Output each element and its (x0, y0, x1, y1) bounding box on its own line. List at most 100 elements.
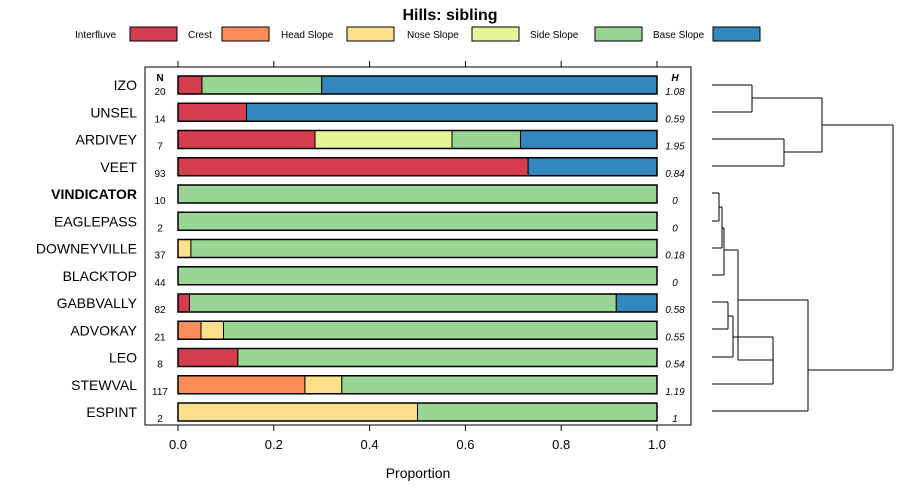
bar-segment-9-2 (200, 320, 225, 340)
bar-outline-6 (177, 238, 658, 259)
legend-label-4: Side Slope (530, 30, 579, 41)
bar-outline-0 (177, 75, 658, 95)
bar-segment-0-0 (177, 75, 203, 95)
legend-swatch-1 (221, 26, 270, 42)
x-tick-label-5: 1.0 (648, 437, 666, 452)
h-value-10: 0.54 (665, 360, 685, 371)
n-value-9: 21 (154, 332, 166, 343)
bar-segment-6-2 (177, 239, 192, 258)
n-value-2: 7 (157, 142, 163, 153)
legend-swatch-2 (346, 26, 395, 42)
h-value-9: 0.55 (665, 332, 685, 343)
bar-segment-9-4 (223, 320, 658, 340)
h-value-12: 1 (672, 414, 678, 425)
legend-label-1: Crest (188, 30, 212, 41)
legend-label-2: Head Slope (281, 30, 334, 41)
bar-outline-10 (177, 347, 658, 368)
bar-segment-1-5 (245, 102, 658, 122)
bar-segment-2-5 (519, 130, 658, 149)
legend-swatch-4 (594, 26, 643, 42)
bar-segment-0-5 (321, 75, 658, 95)
h-value-11: 1.19 (665, 387, 685, 398)
bar-segment-10-4 (237, 348, 658, 367)
bar-outline-2 (177, 129, 658, 150)
h-value-2: 1.95 (665, 142, 685, 153)
bar-row-9 (177, 320, 658, 340)
bar-row-4 (177, 184, 658, 204)
row-label-7: BLACKTOP (63, 268, 137, 284)
x-tick-label-3: 0.6 (456, 437, 474, 452)
bar-segment-5-4 (177, 211, 658, 231)
n-value-5: 2 (157, 223, 163, 234)
bar-segment-11-4 (341, 375, 658, 395)
bar-outline-1 (177, 102, 658, 122)
row-label-10: LEO (109, 350, 137, 366)
n-value-10: 8 (157, 360, 163, 371)
h-value-0: 1.08 (665, 87, 685, 98)
bar-outline-5 (177, 211, 658, 231)
bar-outline-11 (177, 375, 658, 395)
n-column-header: N (156, 73, 163, 84)
bar-outline-3 (177, 157, 658, 177)
bar-outline-4 (177, 184, 658, 204)
bar-row-7 (177, 266, 658, 286)
bar-segment-2-3 (314, 130, 453, 149)
bar-segment-12-2 (177, 402, 418, 422)
n-value-1: 14 (154, 114, 166, 125)
h-column-header: H (671, 73, 679, 84)
bar-segment-9-1 (177, 320, 202, 340)
bar-row-11 (177, 375, 658, 395)
legend-swatch-3 (471, 26, 520, 42)
x-tick-label-4: 0.8 (552, 437, 570, 452)
x-tick-label-2: 0.4 (361, 437, 379, 452)
plot-frame (144, 66, 692, 426)
legend-label-3: Nose Slope (407, 30, 459, 41)
n-value-3: 93 (154, 169, 166, 180)
h-value-7: 0 (672, 278, 678, 289)
row-label-12: ESPINT (86, 404, 137, 420)
n-value-4: 10 (154, 196, 166, 207)
bar-segment-11-2 (304, 375, 343, 395)
row-label-0: IZO (114, 77, 137, 93)
n-value-6: 37 (154, 251, 166, 262)
row-label-11: STEWVAL (71, 377, 137, 393)
bar-segment-3-5 (527, 157, 658, 177)
n-value-7: 44 (154, 278, 166, 289)
n-value-0: 20 (154, 87, 166, 98)
dendrogram (712, 84, 894, 412)
bar-row-2 (177, 129, 658, 150)
bar-segment-8-4 (188, 293, 617, 313)
h-value-5: 0 (672, 223, 678, 234)
n-value-12: 2 (157, 414, 163, 425)
bar-row-5 (177, 211, 658, 231)
legend-label-0: Interfluve (75, 30, 117, 41)
legend-swatch-5 (712, 26, 761, 42)
bar-row-1 (177, 102, 658, 122)
x-tick-label-1: 0.2 (265, 437, 283, 452)
row-label-6: DOWNEYVILLE (36, 241, 137, 257)
row-label-5: EAGLEPASS (54, 213, 137, 229)
bar-outline-9 (177, 320, 658, 340)
bar-segment-4-4 (177, 184, 658, 204)
bar-row-10 (177, 347, 658, 368)
bar-segment-7-4 (177, 266, 658, 286)
bar-outline-8 (177, 293, 658, 313)
row-label-4: VINDICATOR (51, 186, 137, 202)
bar-segment-11-1 (177, 375, 306, 395)
x-tick-label-0: 0.0 (169, 437, 187, 452)
bar-row-0 (177, 75, 658, 95)
bar-row-8 (177, 293, 658, 313)
bar-segment-2-4 (451, 130, 521, 149)
bar-segment-3-0 (177, 157, 529, 177)
n-value-8: 82 (154, 305, 166, 316)
h-value-6: 0.18 (665, 251, 685, 262)
chart-title: Hills: sibling (402, 7, 497, 24)
row-label-3: VEET (100, 159, 137, 175)
row-label-9: ADVOKAY (70, 322, 137, 338)
h-value-4: 0 (672, 196, 678, 207)
bar-outline-12 (177, 402, 658, 422)
bar-row-6 (177, 238, 658, 259)
x-axis-label: Proportion (386, 465, 451, 481)
